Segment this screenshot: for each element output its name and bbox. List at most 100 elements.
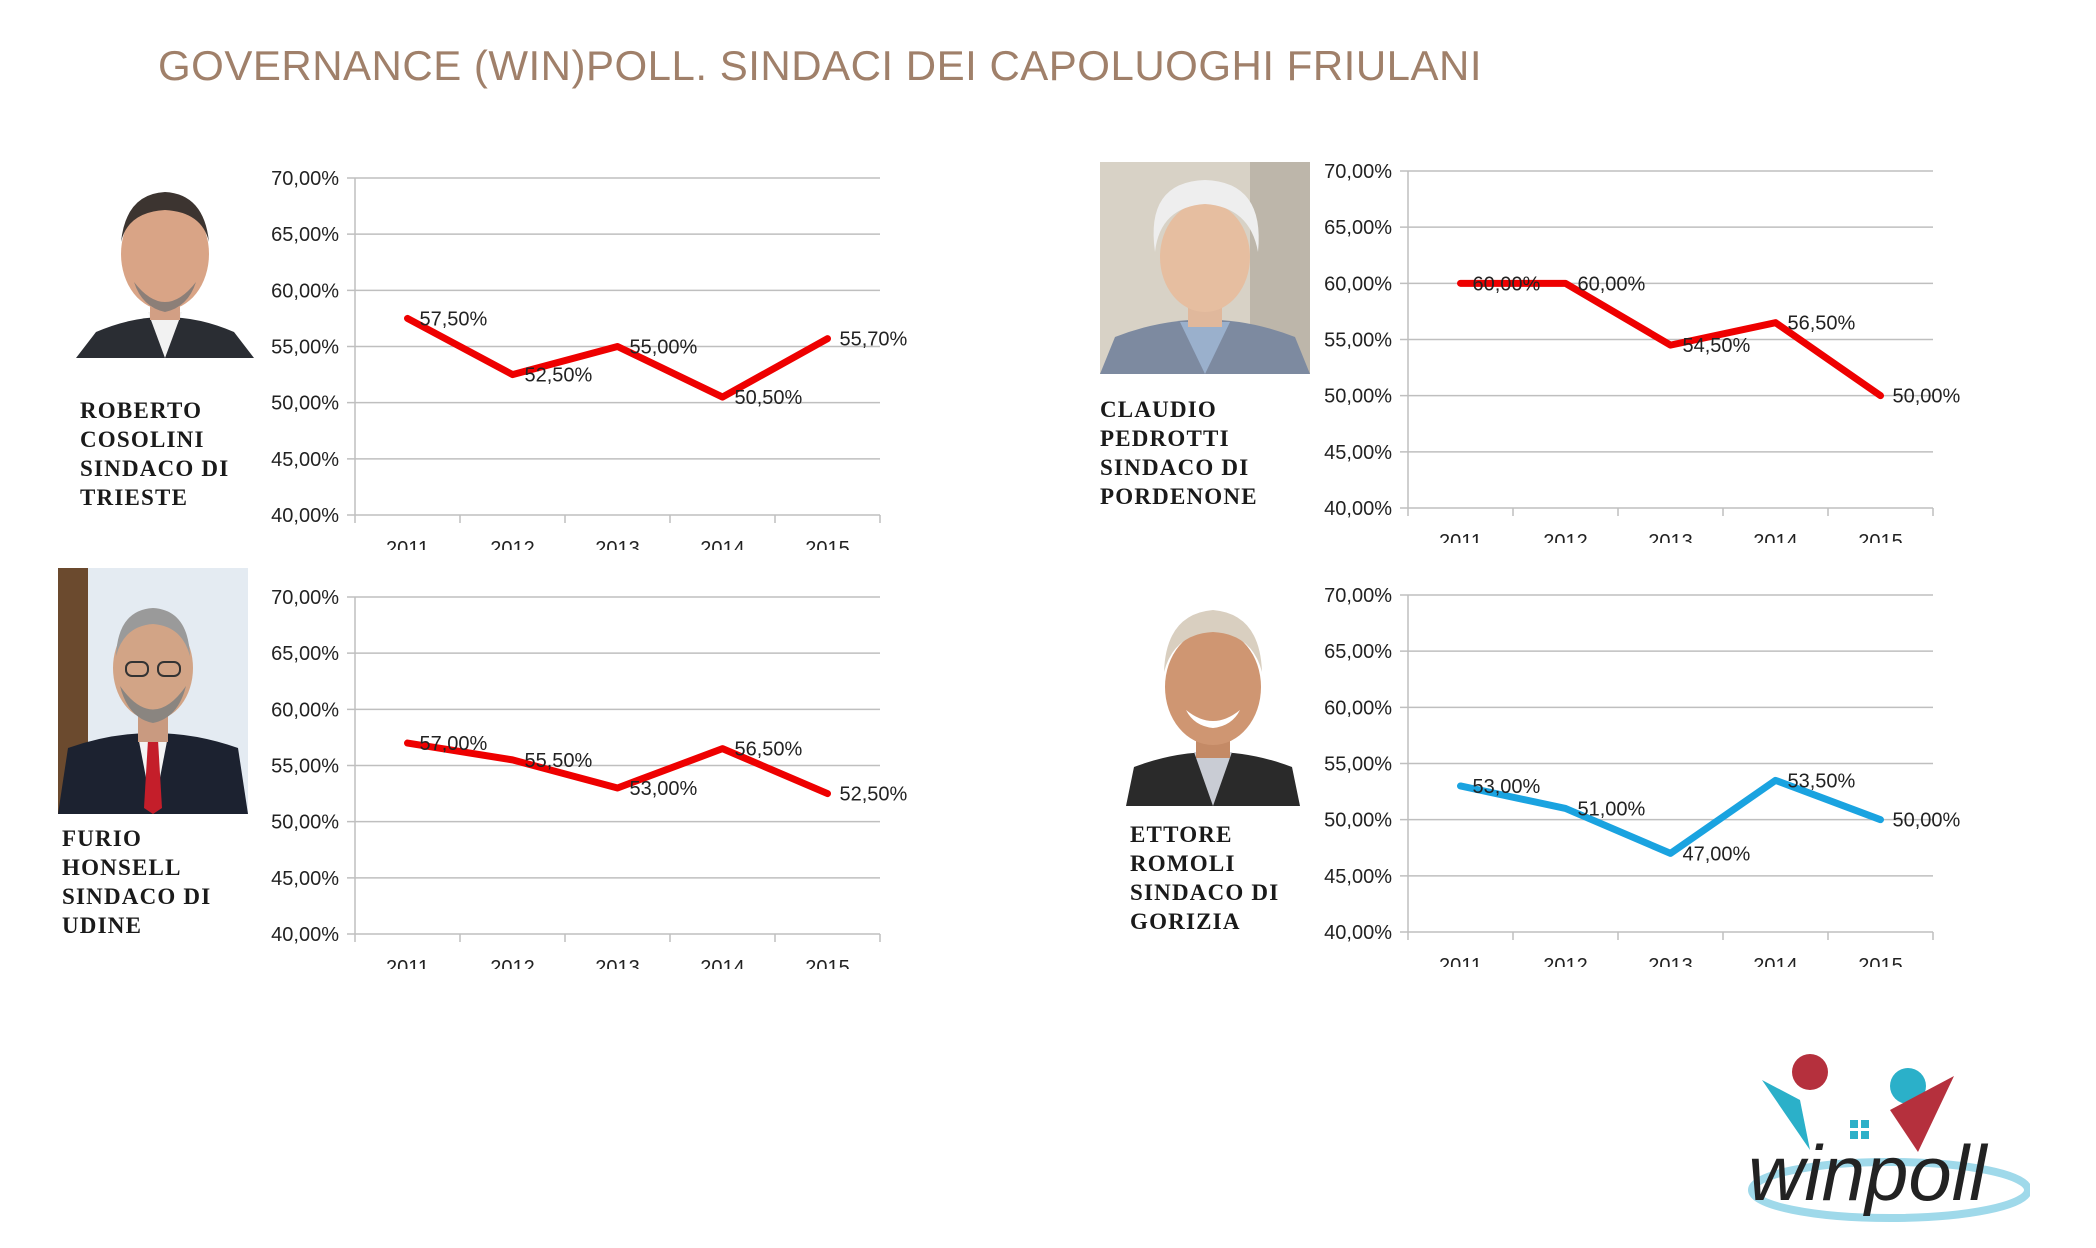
caption-pordenone: CLAUDIO PEDROTTI SINDACO DI PORDENONE: [1100, 395, 1258, 511]
x-tick-label: 2011: [1439, 955, 1482, 967]
data-point: [825, 791, 830, 796]
y-tick-label: 70,00%: [271, 168, 339, 190]
logo-head-blue-icon: [1890, 1068, 1926, 1104]
data-label: 60,00%: [1578, 273, 1646, 295]
mayor-name-line2: HONSELL: [62, 855, 182, 880]
data-point: [720, 746, 725, 751]
y-tick-label: 45,00%: [1324, 866, 1392, 888]
y-tick-label: 70,00%: [1324, 585, 1392, 607]
mayor-role-line1: SINDACO DI: [1100, 455, 1250, 480]
logo-text: winpoll: [1748, 1129, 1989, 1217]
mayor-name-line2: ROMOLI: [1130, 851, 1236, 876]
x-tick-label: 2013: [1648, 531, 1693, 543]
data-point: [1563, 806, 1568, 811]
y-tick-label: 50,00%: [271, 393, 339, 415]
data-label: 50,00%: [1893, 386, 1961, 408]
x-tick-label: 2012: [1543, 955, 1588, 967]
data-point: [825, 336, 830, 341]
x-tick-label: 2015: [1858, 531, 1903, 543]
data-point: [720, 395, 725, 400]
y-tick-label: 45,00%: [1324, 442, 1392, 464]
data-label: 53,00%: [1473, 776, 1541, 798]
y-tick-label: 60,00%: [1324, 697, 1392, 719]
data-label: 52,50%: [840, 784, 908, 806]
data-label: 55,50%: [525, 750, 593, 772]
x-tick-label: 2014: [1753, 531, 1798, 543]
data-label: 57,00%: [420, 733, 488, 755]
x-tick-label: 2015: [805, 957, 850, 969]
data-point: [1668, 851, 1673, 856]
logo-head-red-icon: [1792, 1054, 1828, 1090]
x-tick-label: 2011: [386, 957, 429, 969]
data-label: 53,50%: [1788, 770, 1856, 792]
data-label: 56,50%: [1788, 313, 1856, 335]
y-tick-label: 55,00%: [1324, 754, 1392, 776]
y-tick-label: 70,00%: [271, 587, 339, 609]
x-tick-label: 2012: [490, 538, 535, 550]
mayor-name-line1: ETTORE: [1130, 822, 1233, 847]
mayor-name-line2: PEDROTTI: [1100, 426, 1230, 451]
data-point: [1458, 783, 1463, 788]
mayor-name-line1: ROBERTO: [80, 398, 203, 423]
mayor-name-line1: CLAUDIO: [1100, 397, 1218, 422]
y-tick-label: 65,00%: [271, 224, 339, 246]
mayor-name-line1: FURIO: [62, 826, 143, 851]
x-tick-label: 2013: [595, 957, 640, 969]
data-point: [1563, 281, 1568, 286]
x-tick-label: 2011: [386, 538, 429, 550]
data-point: [1668, 343, 1673, 348]
x-tick-label: 2013: [1648, 955, 1693, 967]
x-tick-label: 2015: [1858, 955, 1903, 967]
chart-udine: 70,00% 65,00% 60,00% 55,00% 50,00% 45,00% 40,0…: [250, 579, 950, 969]
data-label: 52,50%: [525, 365, 593, 387]
y-tick-label: 45,00%: [271, 449, 339, 471]
chart-gorizia: 70,00% 65,00% 60,00% 55,00% 50,00% 45,00% 40,0…: [1303, 577, 2003, 967]
mayor-role-line2: UDINE: [62, 913, 143, 938]
y-tick-label: 40,00%: [271, 505, 339, 527]
mayor-role-line2: PORDENONE: [1100, 484, 1258, 509]
y-tick-label: 65,00%: [1324, 217, 1392, 239]
caption-gorizia: ETTORE ROMOLI SINDACO DI GORIZIA: [1130, 820, 1279, 936]
y-tick-label: 65,00%: [1324, 641, 1392, 663]
data-label: 53,00%: [630, 778, 698, 800]
winpoll-logo: winpoll: [1740, 1040, 2032, 1230]
caption-udine: FURIO HONSELL SINDACO DI UDINE: [62, 824, 211, 940]
data-label: 55,00%: [630, 337, 698, 359]
data-point: [510, 757, 515, 762]
data-point: [1773, 778, 1778, 783]
data-label: 54,50%: [1683, 335, 1751, 357]
data-label: 55,70%: [840, 329, 908, 351]
page-title: GOVERNANCE (WIN)POLL. SINDACI DEI CAPOLU…: [158, 42, 1483, 89]
chart-trieste: 70,00% 65,00% 60,00% 55,00% 50,00% 45,00% 40,0…: [250, 160, 950, 550]
x-tick-label: 2012: [1543, 531, 1588, 543]
data-label: 47,00%: [1683, 843, 1751, 865]
x-tick-label: 2014: [1753, 955, 1798, 967]
y-tick-label: 45,00%: [271, 868, 339, 890]
data-point: [405, 741, 410, 746]
mayor-role-line1: SINDACO DI: [1130, 880, 1280, 905]
y-tick-label: 55,00%: [1324, 330, 1392, 352]
data-point: [1878, 393, 1883, 398]
chart-pordenone: 70,00% 65,00% 60,00% 55,00% 50,00% 45,00% 40,0…: [1303, 153, 2003, 543]
y-tick-label: 60,00%: [271, 280, 339, 302]
mayor-name-line2: COSOLINI: [80, 427, 205, 452]
y-tick-label: 50,00%: [1324, 386, 1392, 408]
data-label: 60,00%: [1473, 273, 1541, 295]
mayor-role-line2: TRIESTE: [80, 485, 189, 510]
caption-trieste: ROBERTO COSOLINI SINDACO DI TRIESTE: [80, 396, 229, 512]
data-point: [615, 344, 620, 349]
logo-swoosh-icon: [1748, 1158, 2032, 1222]
y-tick-label: 70,00%: [1324, 161, 1392, 183]
y-tick-label: 55,00%: [271, 756, 339, 778]
x-tick-label: 2014: [700, 957, 745, 969]
y-tick-label: 60,00%: [1324, 273, 1392, 295]
y-tick-label: 50,00%: [271, 812, 339, 834]
y-tick-label: 40,00%: [1324, 922, 1392, 944]
y-tick-label: 65,00%: [271, 643, 339, 665]
data-label: 50,00%: [1893, 810, 1961, 832]
y-tick-label: 60,00%: [271, 699, 339, 721]
mayor-role-line1: SINDACO DI: [62, 884, 212, 909]
data-label: 50,50%: [735, 387, 803, 409]
y-tick-label: 40,00%: [271, 924, 339, 946]
mayor-role-line2: GORIZIA: [1130, 909, 1241, 934]
